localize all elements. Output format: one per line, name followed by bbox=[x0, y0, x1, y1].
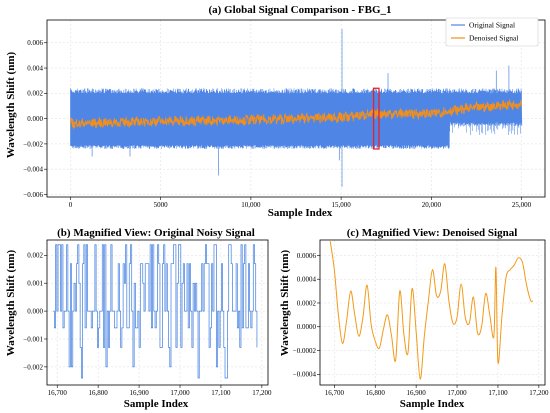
y-tick-label: 0.002 bbox=[27, 90, 43, 98]
x-tick-label: 25,000 bbox=[512, 201, 532, 209]
panel-c-magnified-denoised: (c) Magnified View: Denoised Signal Samp… bbox=[279, 227, 549, 410]
y-tick-label: −0.002 bbox=[23, 363, 43, 371]
panel-c-plot-area: 16,700 16,800 16,900 17,000 17,100 17,200 −0.0… bbox=[293, 239, 549, 397]
axes-frame bbox=[46, 239, 269, 386]
legend-original-label: Original Signal bbox=[469, 21, 515, 30]
x-tick-label: 0 bbox=[69, 201, 73, 209]
legend: Original Signal Denoised Signal bbox=[445, 17, 539, 47]
y-tick-label: 0.000 bbox=[27, 115, 43, 123]
panel-c-ylabel: Wavelength Shift (nm) bbox=[279, 249, 291, 356]
x-tick-label: 17,100 bbox=[211, 389, 231, 397]
zoom-highlight-box bbox=[372, 87, 380, 150]
x-tick-label: 17,000 bbox=[447, 389, 467, 397]
panel-a-global-comparison: (a) Global Signal Comparison - FBG_1 Sam… bbox=[5, 4, 546, 219]
denoised-signal-zoom-line bbox=[329, 241, 534, 380]
x-tick-label: 16,700 bbox=[48, 389, 68, 397]
panel-b-ylabel: Wavelength Shift (nm) bbox=[5, 249, 17, 356]
y-tick-label: 0.006 bbox=[27, 39, 43, 47]
y-tick-label: 0.0004 bbox=[297, 276, 317, 284]
legend-box bbox=[445, 17, 539, 47]
panel-b-plot-area: 16,700 16,800 16,900 17,000 17,100 17,200 −0.0… bbox=[23, 239, 272, 397]
x-tick-label: 16,700 bbox=[325, 389, 345, 397]
x-tick-label: 16,800 bbox=[89, 389, 109, 397]
panel-a-plot-area: 0 5000 10,000 15,000 20,000 25,000 −0.006 −0.00… bbox=[23, 19, 546, 209]
axes-frame bbox=[319, 239, 546, 386]
y-tick-label: −0.006 bbox=[23, 191, 43, 199]
x-tick-label: 17,100 bbox=[488, 389, 508, 397]
panel-b-xlabel: Sample Index bbox=[124, 398, 189, 410]
y-tick-label: 0.000 bbox=[27, 308, 43, 316]
panel-c-title: (c) Magnified View: Denoised Signal bbox=[347, 227, 518, 239]
y-tick-label: −0.001 bbox=[23, 335, 43, 343]
x-tick-label: 16,900 bbox=[129, 389, 149, 397]
y-tick-label: 0.0002 bbox=[297, 299, 317, 307]
y-tick-label: 0.001 bbox=[27, 280, 43, 288]
original-signal-band bbox=[70, 88, 523, 149]
y-tick-label: 0.0000 bbox=[297, 323, 317, 331]
panel-a-xlabel: Sample Index bbox=[268, 207, 333, 219]
panel-a-ylabel: Wavelength Shift (nm) bbox=[5, 51, 17, 158]
x-tick-label: 17,000 bbox=[170, 389, 190, 397]
x-tick-label: 20,000 bbox=[422, 201, 442, 209]
y-tick-label: −0.002 bbox=[23, 140, 43, 148]
y-tick-label: 0.002 bbox=[27, 252, 43, 260]
y-tick-label: −0.0002 bbox=[293, 347, 317, 355]
x-tick-label: 17,200 bbox=[529, 389, 549, 397]
y-tick-label: −0.004 bbox=[23, 166, 43, 174]
panel-b-title: (b) Magnified View: Original Noisy Signa… bbox=[57, 227, 255, 239]
y-tick-label: 0.0006 bbox=[297, 252, 317, 260]
y-tick-label: 0.004 bbox=[27, 64, 43, 72]
denoised-signal-line bbox=[70, 99, 522, 130]
x-tick-label: 10,000 bbox=[241, 201, 261, 209]
panel-a-title: (a) Global Signal Comparison - FBG_1 bbox=[208, 4, 391, 16]
legend-denoised-label: Denoised Signal bbox=[469, 34, 518, 43]
x-tick-label: 16,800 bbox=[366, 389, 386, 397]
x-tick-label: 17,200 bbox=[252, 389, 272, 397]
axes-frame bbox=[46, 19, 546, 198]
panel-c-xlabel: Sample Index bbox=[400, 398, 465, 410]
x-tick-label: 5000 bbox=[154, 201, 169, 209]
y-tick-label: −0.0004 bbox=[293, 371, 317, 379]
original-signal-zoom-line bbox=[53, 244, 258, 379]
x-tick-label: 16,900 bbox=[407, 389, 427, 397]
panel-b-magnified-original: (b) Magnified View: Original Noisy Signa… bbox=[5, 227, 272, 410]
x-tick-label: 15,000 bbox=[331, 201, 351, 209]
